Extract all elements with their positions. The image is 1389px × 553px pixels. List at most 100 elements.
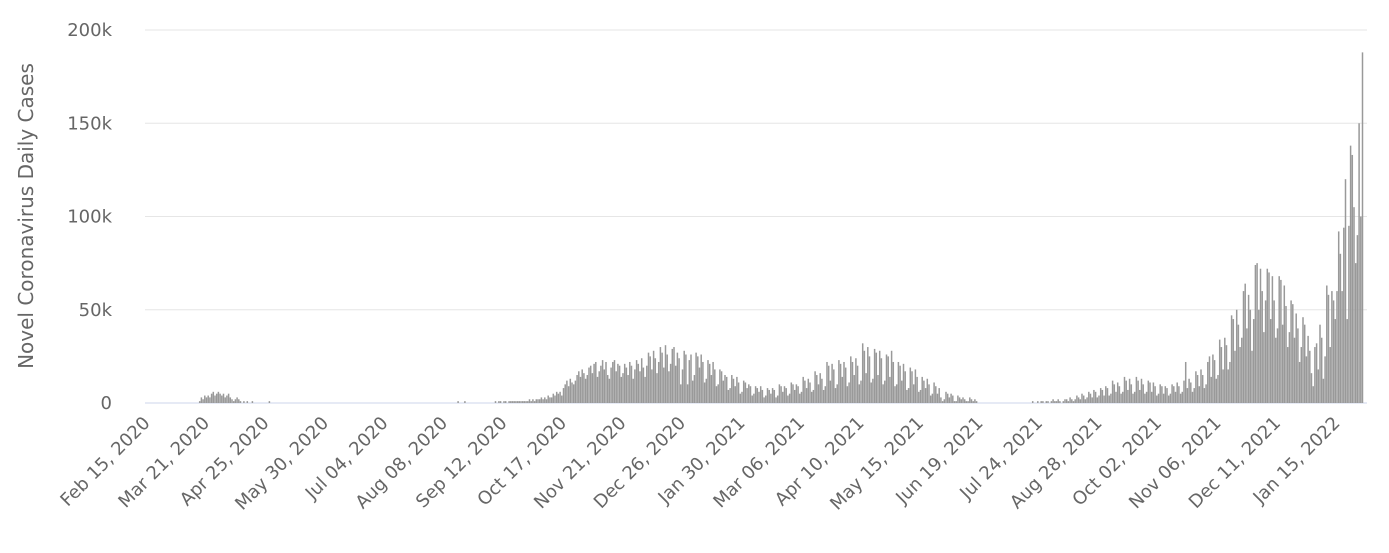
bar <box>1064 399 1066 403</box>
bar <box>911 371 913 403</box>
bar <box>200 397 203 403</box>
bar <box>768 389 770 403</box>
bar <box>1213 360 1216 403</box>
bar <box>846 386 849 403</box>
bar <box>686 384 689 403</box>
bar <box>652 350 655 403</box>
bar <box>1140 378 1143 403</box>
bar <box>685 354 687 403</box>
bar <box>1281 324 1284 403</box>
bar <box>1191 391 1194 403</box>
bar <box>887 356 889 403</box>
bar <box>926 378 929 403</box>
bar <box>1201 375 1204 403</box>
bar <box>1042 401 1044 403</box>
bar <box>231 399 233 403</box>
bar <box>1105 386 1107 403</box>
bar <box>1188 378 1190 403</box>
bar <box>691 380 694 403</box>
bar <box>1220 347 1223 403</box>
bar <box>1275 337 1277 403</box>
bar <box>1320 337 1323 403</box>
bar <box>770 393 772 403</box>
bar <box>1157 393 1160 403</box>
bar <box>761 389 764 403</box>
bar <box>1122 391 1124 403</box>
bar <box>805 388 808 403</box>
bar <box>889 376 891 403</box>
bar <box>705 378 708 403</box>
bar <box>1273 300 1275 403</box>
bar <box>1088 391 1090 403</box>
bar <box>1069 397 1071 403</box>
bar <box>518 401 521 403</box>
bar <box>1244 283 1246 403</box>
bar <box>839 363 842 403</box>
bar <box>613 360 616 403</box>
bar <box>1037 401 1039 403</box>
bar <box>1113 384 1116 403</box>
bar <box>525 401 527 403</box>
bar <box>600 365 602 403</box>
bar <box>814 371 816 403</box>
bar <box>1218 339 1221 403</box>
bar <box>532 399 534 403</box>
bar <box>1310 373 1313 403</box>
bar <box>1252 319 1255 403</box>
bar <box>1045 401 1048 403</box>
bar <box>1271 276 1274 403</box>
bar <box>957 395 959 403</box>
bar <box>827 365 830 403</box>
bar <box>663 367 665 403</box>
bar <box>1156 395 1158 403</box>
y-tick-label: 0 <box>101 393 112 414</box>
bar <box>1259 268 1262 403</box>
bar <box>214 395 216 403</box>
bar <box>504 401 507 403</box>
bar <box>1348 225 1350 403</box>
bar <box>629 361 631 403</box>
bar <box>618 365 621 403</box>
bar <box>236 397 238 403</box>
bar <box>940 397 942 403</box>
bar <box>1196 375 1199 403</box>
bar <box>1295 313 1297 403</box>
bar <box>1332 300 1335 403</box>
bar <box>739 393 742 403</box>
bar <box>555 391 558 403</box>
bar <box>1101 389 1104 403</box>
bar <box>1327 294 1330 403</box>
bar <box>209 397 211 403</box>
bar <box>1144 393 1146 403</box>
bar <box>1346 319 1348 403</box>
bar <box>719 369 721 403</box>
bar <box>1054 401 1056 403</box>
bar <box>1067 401 1070 403</box>
bar <box>1142 384 1144 403</box>
bar <box>1162 393 1165 403</box>
bar <box>666 354 668 403</box>
bar <box>1247 294 1250 403</box>
bar <box>1086 397 1088 403</box>
bar <box>885 354 888 403</box>
bar <box>664 345 667 403</box>
bar <box>657 361 660 403</box>
bar <box>742 380 745 403</box>
bar <box>623 363 626 403</box>
bar <box>1190 382 1192 403</box>
bar <box>943 399 946 403</box>
bar <box>227 393 230 403</box>
bar <box>1326 285 1328 403</box>
bar <box>644 376 646 403</box>
bar <box>1207 361 1209 403</box>
bar <box>1317 369 1320 403</box>
bar <box>748 384 750 403</box>
bar <box>720 371 723 403</box>
bar <box>510 401 512 403</box>
bar <box>902 363 905 403</box>
bar <box>639 371 641 403</box>
bar <box>1152 382 1155 403</box>
bar <box>946 393 949 403</box>
bar <box>547 395 549 403</box>
bar <box>776 395 779 403</box>
